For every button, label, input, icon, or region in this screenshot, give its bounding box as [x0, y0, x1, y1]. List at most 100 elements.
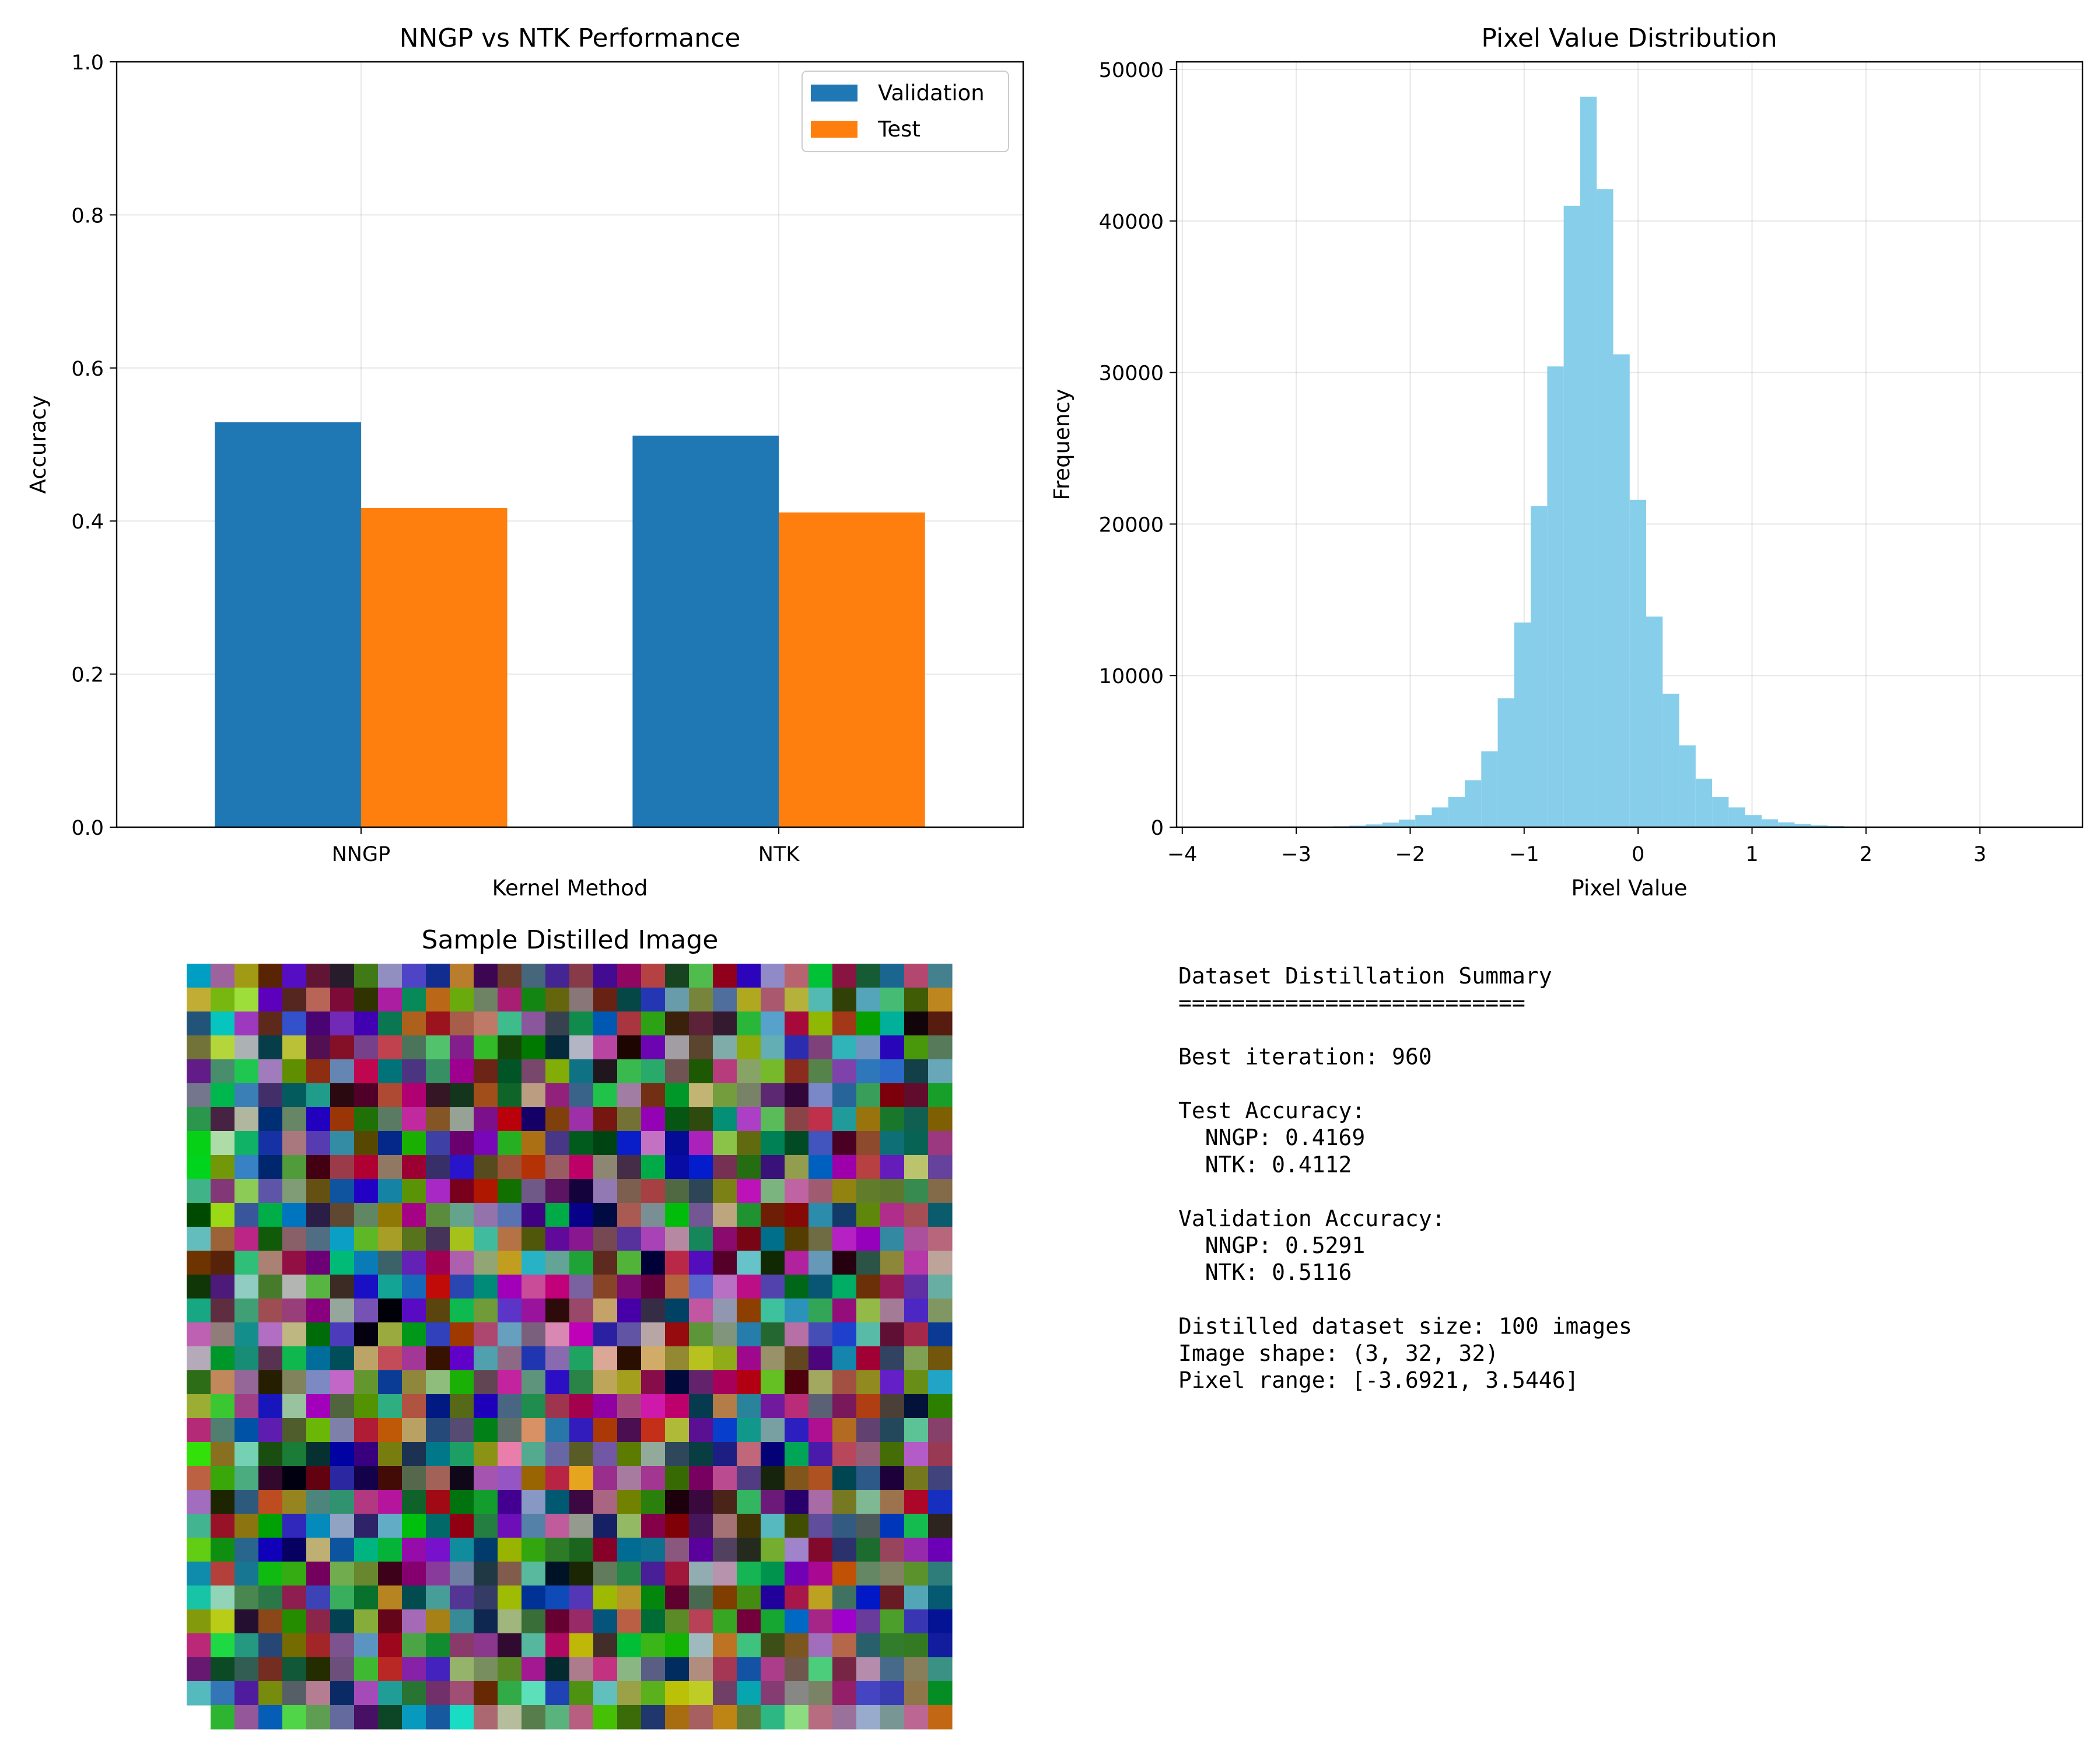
image-pixel — [450, 1155, 474, 1180]
image-pixel — [808, 1562, 833, 1586]
image-pixel — [258, 1179, 283, 1203]
image-pixel — [211, 988, 235, 1012]
image-pixel — [545, 1059, 570, 1084]
image-pixel — [904, 964, 929, 988]
image-pixel — [545, 1562, 570, 1586]
image-pixel — [856, 1059, 881, 1084]
image-pixel — [426, 1681, 450, 1706]
image-pixel — [617, 1059, 642, 1084]
image-pixel — [761, 1514, 785, 1538]
legend-label-test: Test — [877, 117, 921, 142]
image-pixel — [641, 1322, 666, 1347]
image-pixel — [904, 1179, 929, 1203]
image-pixel — [498, 964, 522, 988]
image-pixel — [522, 1035, 546, 1060]
image-pixel — [880, 1490, 905, 1514]
image-pixel — [928, 1322, 953, 1347]
image-pixel — [378, 1586, 402, 1610]
image-pixel — [211, 1203, 235, 1227]
image-pixel — [522, 1490, 546, 1514]
image-pixel — [689, 1586, 713, 1610]
image-pixel — [928, 1083, 953, 1108]
image-pixel — [593, 1681, 618, 1706]
image-pixel — [832, 1203, 857, 1227]
image-pixel — [856, 1442, 881, 1466]
image-pixel — [713, 964, 737, 988]
histogram-bin — [1366, 824, 1382, 827]
image-pixel — [545, 1442, 570, 1466]
image-pixel — [522, 1442, 546, 1466]
image-pixel — [426, 1466, 450, 1490]
image-pixel — [545, 1490, 570, 1514]
image-pixel — [258, 1657, 283, 1682]
image-pixel — [785, 1322, 809, 1347]
summary-line: NNGP: 0.5291 — [1178, 1233, 1365, 1258]
image-pixel — [354, 1490, 379, 1514]
image-pixel — [904, 1657, 929, 1682]
image-pixel — [761, 964, 785, 988]
image-pixel — [330, 1298, 355, 1323]
accuracy-chart-title: NNGP vs NTK Performance — [400, 23, 741, 53]
image-pixel — [258, 1418, 283, 1443]
image-pixel — [211, 1418, 235, 1443]
x-tick-label: NNGP — [332, 843, 391, 866]
image-pixel — [761, 1059, 785, 1084]
image-pixel — [569, 1442, 594, 1466]
image-pixel — [617, 1633, 642, 1658]
image-pixel — [737, 1586, 761, 1610]
image-pixel — [354, 1203, 379, 1227]
image-pixel — [856, 1346, 881, 1371]
image-pixel — [522, 1155, 546, 1180]
image-pixel — [713, 1418, 737, 1443]
image-pixel — [187, 1035, 211, 1060]
image-pixel — [904, 1155, 929, 1180]
image-pixel — [617, 1538, 642, 1562]
image-pixel — [306, 1442, 331, 1466]
image-pixel — [856, 1466, 881, 1490]
image-pixel — [545, 1275, 570, 1299]
image-pixel — [402, 1251, 426, 1275]
image-pixel — [545, 1035, 570, 1060]
image-pixel — [617, 1562, 642, 1586]
image-pixel — [737, 1466, 761, 1490]
image-pixel — [258, 1322, 283, 1347]
image-pixel — [689, 1107, 713, 1132]
image-pixel — [880, 1514, 905, 1538]
histogram-bin — [1349, 825, 1366, 827]
image-pixel — [832, 988, 857, 1012]
image-pixel — [904, 1442, 929, 1466]
image-pixel — [808, 1705, 833, 1730]
image-pixel — [593, 1251, 618, 1275]
image-pixel — [880, 988, 905, 1012]
image-pixel — [569, 1059, 594, 1084]
image-pixel — [665, 1562, 690, 1586]
image-pixel — [211, 1705, 235, 1730]
image-pixel — [665, 1705, 690, 1730]
image-pixel — [761, 1657, 785, 1682]
image-pixel — [808, 1298, 833, 1323]
image-pixel — [593, 1562, 618, 1586]
image-pixel — [737, 988, 761, 1012]
image-pixel — [187, 1322, 211, 1347]
image-pixel — [187, 1418, 211, 1443]
image-pixel — [617, 964, 642, 988]
y-tick-label: 40000 — [1099, 211, 1164, 234]
image-pixel — [211, 1012, 235, 1036]
image-pixel — [737, 1705, 761, 1730]
image-pixel — [545, 1298, 570, 1323]
image-pixel — [761, 1035, 785, 1060]
image-pixel — [617, 1394, 642, 1419]
image-pixel — [785, 1466, 809, 1490]
image-pixel — [258, 1251, 283, 1275]
image-pixel — [832, 1657, 857, 1682]
image-pixel — [474, 1203, 498, 1227]
image-pixel — [378, 1370, 402, 1395]
image-pixel — [737, 1275, 761, 1299]
image-pixel — [880, 1107, 905, 1132]
image-pixel — [856, 1275, 881, 1299]
image-pixel — [713, 988, 737, 1012]
image-pixel — [235, 1346, 259, 1371]
image-pixel — [498, 1298, 522, 1323]
image-pixel — [402, 1012, 426, 1036]
image-pixel — [928, 1131, 953, 1156]
